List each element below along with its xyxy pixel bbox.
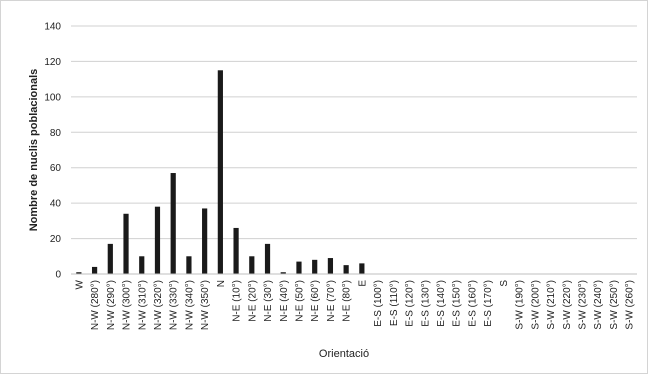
x-tick-label: S (499, 280, 510, 287)
bar (280, 272, 286, 274)
y-tick-label: 40 (50, 199, 62, 210)
y-tick-label: 80 (50, 128, 62, 139)
y-axis-title: Nombre de nuclis poblacionals (28, 69, 40, 232)
bar (217, 70, 223, 275)
bar (107, 243, 113, 274)
x-tick-label: E-S (100°) (373, 280, 384, 327)
x-tick-label: S-W (240°) (593, 280, 604, 330)
x-tick-label: N-W (320°) (153, 280, 164, 330)
bar (154, 206, 161, 274)
x-tick-label: N-W (290°) (106, 280, 117, 330)
x-tick-labels: W N-W (280°) N-W (290°) N-W (300°) N-W (310°… (74, 279, 635, 330)
x-axis-title: Orientació (319, 348, 369, 360)
bar (91, 266, 98, 274)
x-tick-label: N-W (280°) (90, 280, 101, 330)
x-tick-label: N-W (350°) (200, 280, 211, 330)
x-tick-label: E-S (110°) (389, 280, 400, 326)
x-tick-label: N-W (310°) (137, 280, 148, 330)
gridlines (71, 25, 637, 240)
x-tick-label: N-E (80°) (342, 280, 353, 322)
x-tick-label: S-W (250°) (609, 280, 620, 330)
x-tick-label: E-S (150°) (452, 280, 463, 327)
x-tick-label: N-W (330°) (169, 280, 180, 330)
x-tick-label: S-W (220°) (562, 280, 573, 330)
x-tick-label: W (74, 279, 85, 289)
y-tick-label: 0 (55, 270, 61, 281)
bar (312, 259, 318, 274)
y-tick-label: 20 (50, 234, 62, 245)
bar (123, 213, 129, 274)
x-tick-label: N-W (340°) (184, 280, 195, 330)
bar (249, 256, 255, 274)
bar (233, 227, 239, 274)
x-tick-label: S-W (260°) (625, 280, 636, 330)
bar (264, 243, 271, 274)
x-tick-label: E-S (160°) (467, 280, 478, 327)
x-tick-label: E-S (140°) (436, 280, 447, 327)
x-tick-label: N-E (60°) (310, 280, 321, 322)
y-tick-label: 60 (50, 163, 62, 174)
bar (359, 263, 365, 274)
x-tick-label: S-W (210°) (546, 280, 557, 330)
bar (202, 208, 208, 274)
x-tick-label: S-W (200°) (530, 280, 541, 330)
bar (76, 272, 82, 274)
x-tick-label: S-W (230°) (577, 280, 588, 330)
x-tick-label: N-E (20°) (247, 280, 258, 322)
bar (343, 265, 349, 274)
x-tick-label: S-W (190°) (515, 280, 526, 330)
y-tick-label: 140 (44, 22, 61, 33)
x-tick-label: N-E (50°) (294, 280, 305, 322)
bars (76, 70, 365, 275)
y-tick-label: 120 (44, 57, 61, 68)
x-tick-label: N (216, 280, 227, 287)
x-tick-label: E (357, 280, 368, 287)
x-tick-label: N-E (10°) (232, 280, 243, 322)
bar (170, 173, 176, 274)
x-tick-label: E-S (170°) (483, 280, 494, 327)
x-tick-label: N-E (30°) (263, 280, 274, 322)
x-tick-label: E-S (130°) (420, 280, 431, 327)
bar (186, 256, 192, 274)
bar (296, 261, 302, 274)
x-tick-label: N-E (70°) (326, 280, 337, 322)
x-tick-label: E-S (120°) (405, 280, 416, 327)
y-tick-label: 100 (44, 92, 61, 103)
y-tick-labels: 0 20 40 60 80 100 120 140 (44, 22, 61, 281)
bar (327, 258, 334, 274)
bar (139, 256, 145, 274)
x-tick-label: N-W (300°) (122, 280, 133, 330)
x-tick-label: N-E (40°) (279, 280, 290, 322)
